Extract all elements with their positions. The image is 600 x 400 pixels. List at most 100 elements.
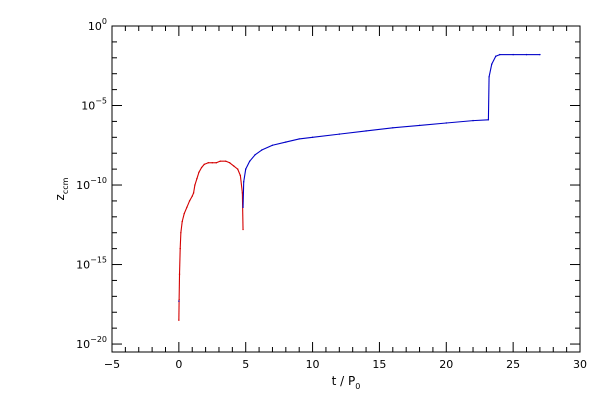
series-segment — [241, 192, 244, 230]
series-segment — [365, 127, 393, 132]
series-segment — [216, 160, 221, 164]
series-segment — [245, 160, 251, 170]
y-axis-label: zccm — [53, 177, 70, 200]
series-segment — [312, 133, 340, 138]
x-tick-label: 15 — [372, 358, 386, 371]
data-point — [188, 200, 191, 202]
series-segment — [488, 64, 493, 78]
data-point — [472, 119, 474, 122]
x-tick-label: 30 — [573, 358, 587, 371]
data-point — [495, 55, 497, 57]
series-segment — [272, 141, 286, 146]
series-segment — [204, 162, 209, 165]
series-segment — [233, 165, 239, 170]
data-point — [254, 154, 256, 156]
series-segment — [242, 181, 245, 208]
series-segment — [237, 168, 241, 176]
data-point — [245, 168, 247, 170]
series-segment — [392, 124, 420, 129]
series-segment — [194, 178, 198, 186]
data-point — [242, 206, 244, 208]
data-point — [512, 53, 514, 56]
series-segment — [487, 76, 490, 120]
y-tick-label: 10−15 — [76, 256, 107, 272]
data-point — [285, 141, 287, 143]
data-point — [365, 130, 367, 132]
series-segment — [254, 149, 263, 156]
series-segment — [229, 162, 235, 167]
x-tick-label: 20 — [439, 358, 453, 371]
y-tick-label: 10−5 — [81, 97, 107, 113]
data-point — [243, 181, 245, 183]
plot-frame — [111, 25, 581, 353]
series-segment — [339, 130, 367, 135]
x-tick-label: 10 — [306, 358, 320, 371]
series-segment — [181, 213, 185, 222]
data-point — [539, 53, 541, 56]
series-segment — [239, 175, 243, 194]
series-layer — [178, 53, 541, 321]
data-point — [488, 76, 490, 78]
data-point — [236, 168, 239, 170]
y-tick-label: 10−10 — [76, 176, 107, 192]
x-axis-label-main: t / P — [332, 374, 356, 388]
data-point — [392, 127, 394, 129]
x-tick-label: 0 — [175, 358, 182, 371]
y-axis-label-main: z — [53, 194, 67, 200]
series-1 — [178, 53, 541, 302]
series-segment — [495, 54, 500, 57]
data-point — [487, 119, 490, 121]
data-point — [219, 160, 222, 162]
x-axis-label-sub: 0 — [355, 382, 360, 391]
data-point — [196, 177, 198, 180]
data-point — [338, 133, 341, 135]
series-segment — [178, 248, 181, 275]
data-point — [203, 163, 205, 166]
data-point — [194, 184, 196, 186]
series-segment — [261, 144, 273, 151]
data-point — [242, 228, 244, 231]
data-point — [271, 144, 274, 146]
data-point — [178, 300, 180, 302]
series-segment — [186, 200, 191, 208]
x-axis-label: t / P0 — [332, 374, 361, 391]
series-segment — [193, 184, 196, 194]
data-point — [179, 247, 181, 250]
data-point — [183, 212, 185, 215]
series-segment — [491, 55, 497, 65]
y-tick-label: 10−20 — [76, 335, 107, 351]
series-segment — [243, 169, 247, 182]
data-point — [198, 171, 200, 174]
data-point — [178, 273, 181, 275]
x-tick-label: 25 — [506, 358, 520, 371]
data-point — [180, 232, 182, 234]
series-segment — [179, 232, 182, 249]
data-point — [211, 162, 213, 164]
series-segment — [180, 221, 183, 233]
series-segment — [225, 160, 230, 164]
data-point — [491, 63, 493, 65]
x-axis-ticks: −5 0 5 10 15 20 25 30 — [104, 26, 587, 371]
data-point — [191, 195, 193, 197]
series-0 — [178, 160, 244, 321]
series-segment — [419, 122, 447, 126]
series-segment — [249, 154, 256, 162]
y-tick-label: 100 — [88, 17, 107, 33]
series-segment — [189, 195, 193, 202]
series-segment — [446, 120, 474, 124]
data-point — [181, 220, 183, 223]
series-segment — [473, 119, 489, 122]
y-axis-ticks: 100 10−5 10−10 10−15 10−20 — [76, 17, 580, 351]
data-point — [298, 138, 300, 140]
data-point — [228, 162, 231, 164]
data-point — [261, 149, 263, 151]
data-point — [215, 162, 217, 164]
series-segment — [183, 207, 188, 214]
data-point — [239, 174, 242, 177]
data-point — [178, 298, 180, 301]
data-point — [525, 53, 528, 56]
x-tick-label: −5 — [104, 358, 120, 371]
y-axis-label-sub: ccm — [61, 177, 70, 194]
series-segment — [196, 172, 200, 179]
